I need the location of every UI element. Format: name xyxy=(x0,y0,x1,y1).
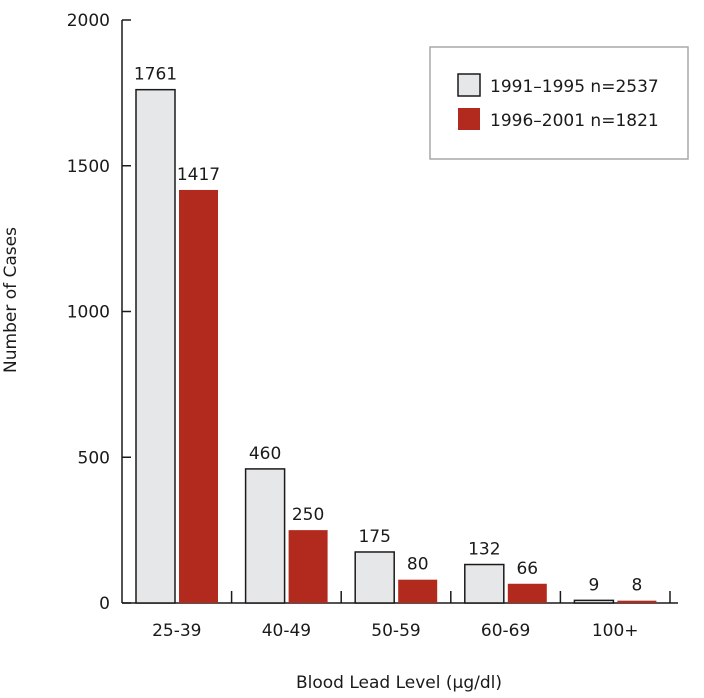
data-label: 66 xyxy=(516,559,538,579)
x-tick-label: 50-59 xyxy=(371,621,420,641)
bar-1996-2001-25-39 xyxy=(179,189,218,603)
y-tick-label: 2000 xyxy=(67,11,110,31)
bar-1991-1995-60-69 xyxy=(464,563,505,604)
bar-1996-2001-40-49 xyxy=(288,530,328,603)
bar-1996-2001-100+ xyxy=(617,600,657,603)
x-tick-label: 60-69 xyxy=(481,621,530,641)
legend-box xyxy=(429,46,689,160)
legend-label-1991-1995: 1991–1995 n=2537 xyxy=(490,77,659,97)
bar-1991-1995-40-49 xyxy=(244,468,286,604)
data-label: 460 xyxy=(249,444,281,464)
data-label: 9 xyxy=(588,575,599,595)
legend-label-1996-2001: 1996–2001 n=1821 xyxy=(490,111,659,131)
bar-1996-2001-50-59 xyxy=(398,579,438,603)
axes: 0 500 1000 1500 2000 25-39 40-49 50-59 60-69 100+ xyxy=(67,11,678,641)
data-label: 1761 xyxy=(134,65,177,85)
data-labels: 1761 460 175 132 9 1417 250 80 66 8 xyxy=(134,65,642,596)
x-axis-title: Blood Lead Level (µg/dl) xyxy=(296,673,502,693)
bars xyxy=(135,88,657,604)
legend: 1991–1995 n=2537 1996–2001 n=1821 xyxy=(429,46,689,160)
x-tick-label: 100+ xyxy=(592,621,639,641)
data-label: 132 xyxy=(468,540,500,560)
data-label: 80 xyxy=(407,555,429,575)
legend-swatch-1996-2001 xyxy=(458,108,480,130)
x-tick-label: 40-49 xyxy=(262,621,311,641)
bar-1991-1995-25-39 xyxy=(135,88,176,604)
y-tick-label: 1000 xyxy=(67,303,110,323)
data-label: 1417 xyxy=(177,165,220,185)
bar-1996-2001-60-69 xyxy=(507,583,547,603)
data-label: 175 xyxy=(358,527,390,547)
x-tick-label: 25-39 xyxy=(152,621,201,641)
y-tick-label: 0 xyxy=(99,594,110,614)
bar-1991-1995-100+ xyxy=(573,599,615,604)
data-label: 8 xyxy=(631,576,642,596)
y-tick-label: 500 xyxy=(78,448,110,468)
data-label: 250 xyxy=(292,505,324,525)
y-tick-label: 1500 xyxy=(67,157,110,177)
bar-1991-1995-50-59 xyxy=(354,551,395,604)
legend-swatch-1991-1995 xyxy=(457,73,481,97)
y-axis-title: Number of Cases xyxy=(1,227,21,373)
